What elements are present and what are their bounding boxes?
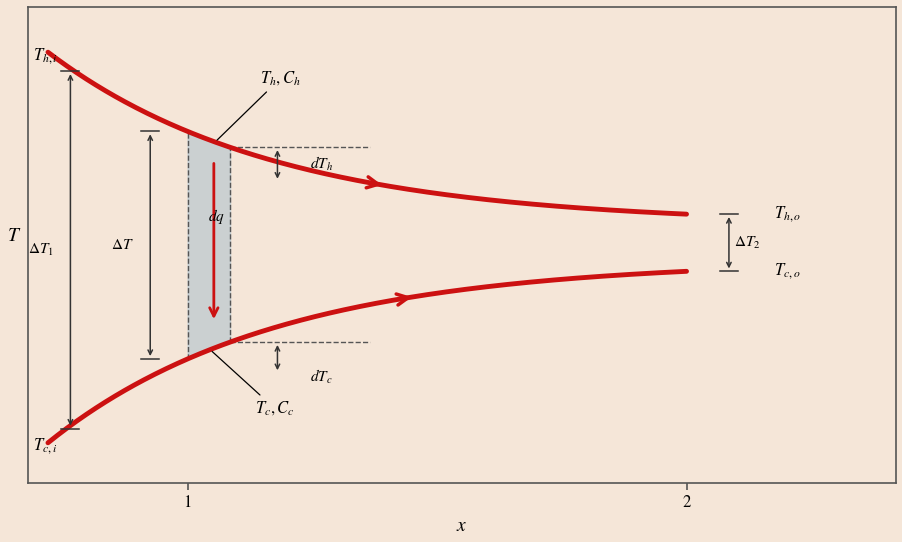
- Text: $T_h, C_h$: $T_h, C_h$: [216, 69, 300, 140]
- Text: $T_{c,o}$: $T_{c,o}$: [773, 261, 799, 281]
- Text: $dq$: $dq$: [207, 207, 225, 226]
- Text: $\Delta T$: $\Delta T$: [111, 238, 134, 252]
- Text: $T_{c,i}$: $T_{c,i}$: [33, 436, 57, 456]
- Text: $dT_h$: $dT_h$: [309, 156, 333, 173]
- Text: $T_c, C_c$: $T_c, C_c$: [212, 352, 294, 417]
- Text: $\Delta T_2$: $\Delta T_2$: [733, 235, 759, 251]
- Text: $T_{h,o}$: $T_{h,o}$: [773, 204, 800, 224]
- Text: $dT_c$: $dT_c$: [309, 367, 332, 386]
- X-axis label: $x$: $x$: [456, 517, 467, 535]
- Text: $T_{h,i}$: $T_{h,i}$: [33, 47, 58, 67]
- Y-axis label: $T$: $T$: [7, 227, 22, 245]
- Text: $\Delta T_1$: $\Delta T_1$: [28, 242, 53, 258]
